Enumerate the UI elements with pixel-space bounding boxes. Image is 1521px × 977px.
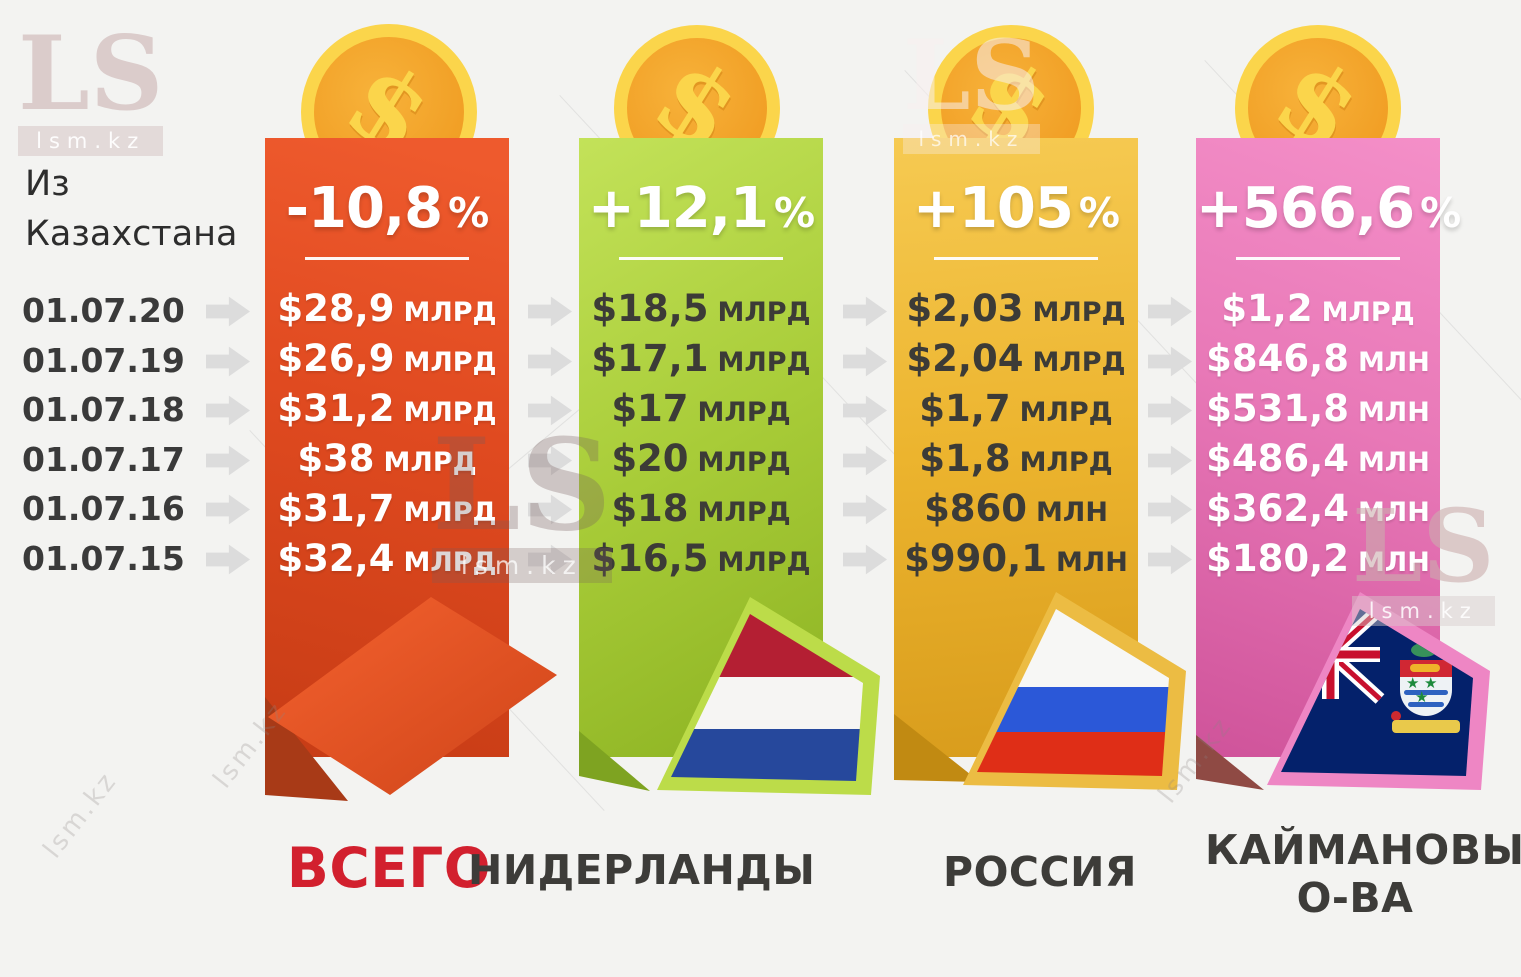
change-percent: +12,1% xyxy=(587,176,815,241)
value-row: $17 МЛРД xyxy=(611,387,791,430)
label-cayman-islands: КАЙМАНОВЫ О-ВА xyxy=(1205,826,1521,922)
value-row: $16,5 МЛРД xyxy=(591,537,811,580)
right-arrow-icon xyxy=(528,296,572,327)
right-arrow-icon xyxy=(843,296,887,327)
column-netherlands: +12,1% $18,5 МЛРД $17,1 МЛРД $17 МЛРД $20 МЛ… xyxy=(579,138,823,757)
value-row: $990,1 МЛН xyxy=(904,537,1128,580)
right-arrow-icon xyxy=(206,296,250,327)
value-row: $486,4 МЛН xyxy=(1206,437,1430,480)
source-label: Из Казахстана xyxy=(25,164,238,254)
lsmkz-label: lsm.kz xyxy=(18,125,164,156)
value-row: $860 МЛН xyxy=(924,487,1108,530)
divider-line xyxy=(1236,257,1400,260)
value-row: $32,4 МЛРД xyxy=(277,537,497,580)
right-arrow-icon xyxy=(528,346,572,377)
value-row: $38 МЛРД xyxy=(297,437,477,480)
label-total: ВСЕГО xyxy=(286,836,492,900)
right-arrow-icon xyxy=(206,445,250,476)
ls-logo: LS xyxy=(18,14,164,134)
lsmkz-watermark: LS lsm.kz xyxy=(18,14,164,156)
value-row: $2,03 МЛРД xyxy=(906,287,1126,330)
right-arrow-icon xyxy=(1148,395,1192,426)
value-row: $18,5 МЛРД xyxy=(591,287,811,330)
column-russia: +105% $2,03 МЛРД $2,04 МЛРД $1,7 МЛРД $1,8 М… xyxy=(894,138,1138,757)
divider-line xyxy=(305,257,469,260)
right-arrow-icon xyxy=(528,494,572,525)
lsmkz-watermark-rotated: lsm.kz xyxy=(37,765,124,865)
label-russia: РОССИЯ xyxy=(943,848,1137,896)
change-percent: -10,8% xyxy=(285,176,490,241)
right-arrow-icon xyxy=(1148,296,1192,327)
value-row: $31,2 МЛРД xyxy=(277,387,497,430)
right-arrow-icon xyxy=(1148,494,1192,525)
value-row: $17,1 МЛРД xyxy=(591,337,811,380)
right-arrow-icon xyxy=(206,544,250,575)
value-row: $28,9 МЛРД xyxy=(277,287,497,330)
right-arrow-icon xyxy=(206,346,250,377)
value-row: $1,7 МЛРД xyxy=(919,387,1113,430)
change-percent: +105% xyxy=(913,176,1120,241)
divider-line xyxy=(934,257,1098,260)
date-label: 01.07.15 xyxy=(22,539,185,578)
right-arrow-icon xyxy=(843,544,887,575)
label-netherlands: НИДЕРЛАНДЫ xyxy=(468,846,816,894)
value-row: $20 МЛРД xyxy=(611,437,791,480)
value-row: $180,2 МЛН xyxy=(1206,537,1430,580)
right-arrow-icon xyxy=(1148,445,1192,476)
change-percent: +566,6% xyxy=(1196,176,1461,241)
column-total: -10,8% $28,9 МЛРД $26,9 МЛРД $31,2 МЛРД $38… xyxy=(265,138,509,757)
right-arrow-icon xyxy=(843,445,887,476)
value-row: $1,8 МЛРД xyxy=(919,437,1113,480)
value-row: $31,7 МЛРД xyxy=(277,487,497,530)
value-row: $18 МЛРД xyxy=(611,487,791,530)
date-label: 01.07.19 xyxy=(22,341,185,380)
right-arrow-icon xyxy=(206,494,250,525)
value-row: $1,2 МЛРД xyxy=(1221,287,1415,330)
right-arrow-icon xyxy=(843,346,887,377)
value-row: $26,9 МЛРД xyxy=(277,337,497,380)
right-arrow-icon xyxy=(528,445,572,476)
date-label: 01.07.18 xyxy=(22,390,185,429)
divider-line xyxy=(619,257,783,260)
right-arrow-icon xyxy=(206,395,250,426)
value-row: $846,8 МЛН xyxy=(1206,337,1430,380)
value-row: $362,4 МЛН xyxy=(1206,487,1430,530)
date-label: 01.07.17 xyxy=(22,440,185,479)
value-row: $2,04 МЛРД xyxy=(906,337,1126,380)
date-label: 01.07.20 xyxy=(22,291,185,330)
right-arrow-icon xyxy=(1148,544,1192,575)
value-row: $531,8 МЛН xyxy=(1206,387,1430,430)
right-arrow-icon xyxy=(843,494,887,525)
column-cayman-islands: +566,6% $1,2 МЛРД $846,8 МЛН $531,8 МЛН $48… xyxy=(1196,138,1461,757)
date-label: 01.07.16 xyxy=(22,489,185,528)
right-arrow-icon xyxy=(528,544,572,575)
